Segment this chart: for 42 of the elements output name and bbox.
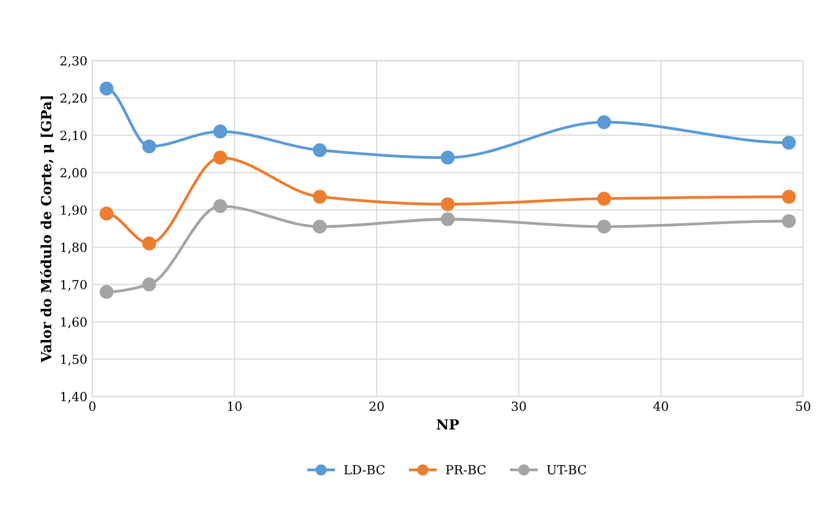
point <box>440 150 455 165</box>
point <box>213 199 228 214</box>
x-tick-label: 10 <box>228 402 242 411</box>
point <box>213 150 228 165</box>
y-axis-title: Valor do Módulo de Corte, μ [GPa] <box>40 96 54 363</box>
point <box>142 278 156 292</box>
y-tick-label: 2,20 <box>60 93 87 104</box>
point <box>142 139 156 154</box>
point <box>100 285 114 299</box>
point <box>312 220 327 234</box>
x-tick-label: 20 <box>370 402 384 411</box>
x-tick-label: 40 <box>653 402 668 411</box>
point <box>142 236 156 250</box>
y-tick-label: 1,90 <box>61 205 87 216</box>
legend-label: UT-BC <box>546 464 586 474</box>
y-tick-label: 2,10 <box>60 130 87 142</box>
legend-label: LD-BC <box>344 464 385 474</box>
point <box>312 190 327 204</box>
point <box>597 220 612 234</box>
point <box>100 206 114 221</box>
x-tick-label: 50 <box>796 402 810 411</box>
y-tick-label: 1,80 <box>61 242 87 254</box>
y-tick-label: 1,60 <box>61 317 87 328</box>
legend-label: PR-BC <box>446 464 486 474</box>
point <box>782 214 796 228</box>
point <box>597 192 612 206</box>
x-axis-title: NP <box>436 419 459 430</box>
point <box>440 197 455 212</box>
point <box>440 212 455 226</box>
y-tick-label: 2,00 <box>60 168 87 179</box>
y-tick-label: 1,50 <box>61 354 87 366</box>
point <box>312 143 327 158</box>
point <box>782 136 796 150</box>
x-tick-label: 0 <box>89 402 96 411</box>
x-tick-label: 30 <box>512 402 526 411</box>
y-tick-label: 1,40 <box>61 392 87 403</box>
y-tick-label: 1,70 <box>61 280 87 291</box>
point <box>597 115 612 130</box>
y-tick-label: 2,30 <box>60 56 87 68</box>
point <box>213 124 228 138</box>
point <box>100 82 114 96</box>
point <box>782 190 796 204</box>
